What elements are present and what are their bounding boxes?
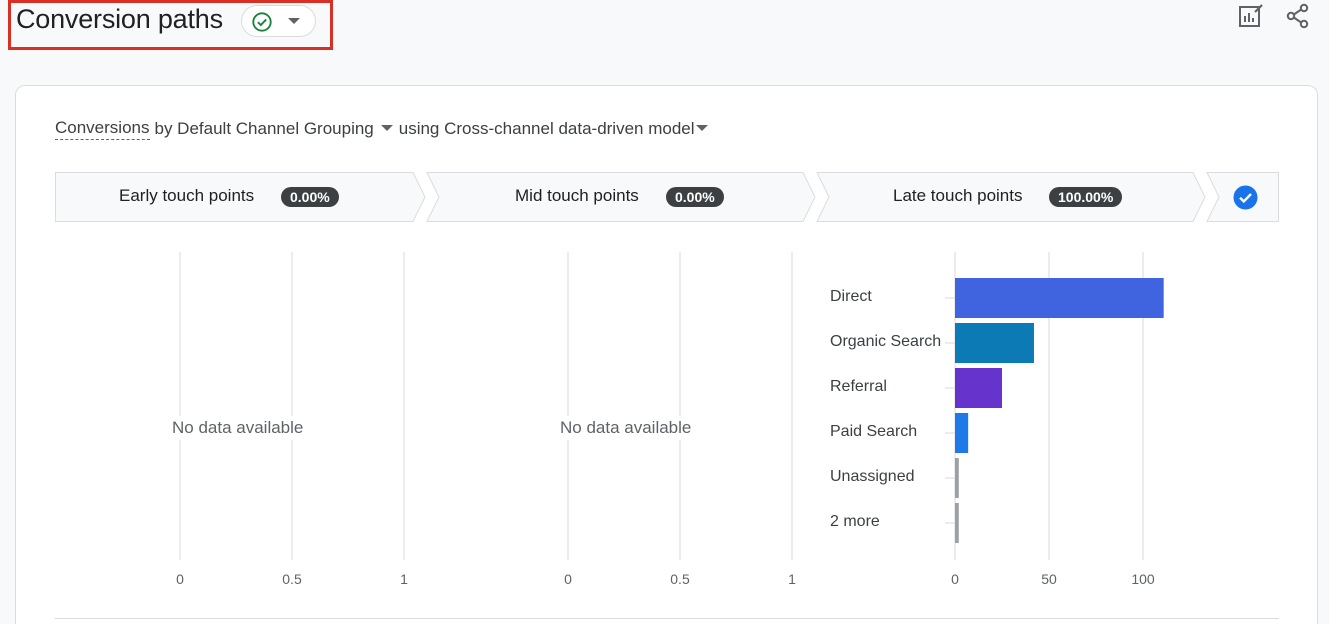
stage-mid-badge: 0.00% (666, 187, 724, 207)
bar-paid-search[interactable] (955, 413, 969, 453)
x-tick-label: 100 (1131, 571, 1155, 587)
page-header: Conversion paths (0, 0, 1329, 60)
bar-label: 2 more (830, 513, 880, 530)
divider (55, 618, 1279, 619)
dimension-selector[interactable]: by Default Channel Grouping (154, 119, 374, 138)
stage-late-shape (816, 172, 1206, 222)
x-tick-label: 0 (564, 571, 572, 587)
touch-point-stages: Early touch points 0.00% Mid touch point… (55, 172, 1279, 222)
x-tick-label: 0 (176, 571, 184, 587)
stage-late-label[interactable]: Late touch points (893, 186, 1023, 205)
model-selector[interactable]: using Cross-channel data-driven model (398, 119, 695, 138)
x-tick-label: 0.5 (282, 571, 302, 587)
early-no-data: No data available (166, 416, 310, 440)
x-tick-label: 0 (951, 571, 959, 587)
stage-ribbon (55, 172, 1279, 222)
bar-label: Direct (830, 288, 872, 305)
model-dropdown-icon[interactable] (695, 125, 708, 131)
x-tick-label: 1 (788, 571, 796, 587)
bar-2-more[interactable] (955, 503, 959, 543)
stage-mid-label[interactable]: Mid touch points (515, 186, 639, 205)
bar-label: Referral (830, 378, 887, 395)
check-circle-filled-icon[interactable] (1233, 185, 1258, 210)
charts-area: No data available No data available 0 0.5… (0, 240, 1329, 600)
metric-selector[interactable]: Conversions (55, 118, 150, 140)
bar-label: Paid Search (830, 423, 918, 440)
bar-organic-search[interactable] (955, 323, 1034, 363)
highlight-box (8, 0, 333, 50)
stage-late-badge: 100.00% (1049, 187, 1123, 207)
page-title: Conversion paths (16, 4, 223, 34)
bar-label: Unassigned (830, 468, 915, 485)
bar-referral[interactable] (955, 368, 1002, 408)
stage-mid-shape (426, 172, 816, 222)
x-tick-label: 0.5 (670, 571, 690, 587)
stage-early-badge: 0.00% (281, 187, 339, 207)
x-tick-label: 1 (400, 571, 408, 587)
charts-svg (179, 252, 1164, 560)
stage-early-shape (55, 172, 426, 222)
dimension-dropdown-icon[interactable] (380, 125, 393, 131)
chart-subtitle: Conversions by Default Channel Grouping … (55, 118, 708, 140)
status-chip[interactable] (241, 5, 316, 37)
customize-report-icon[interactable] (1238, 3, 1264, 29)
bar-unassigned[interactable] (955, 458, 959, 498)
bar-label: Organic Search (830, 333, 942, 350)
stage-early-label[interactable]: Early touch points (119, 186, 255, 205)
chevron-down-icon (288, 18, 300, 24)
x-tick-label: 50 (1041, 571, 1057, 587)
share-icon[interactable] (1285, 3, 1311, 29)
mid-no-data: No data available (554, 416, 698, 440)
bar-direct[interactable] (955, 278, 1164, 318)
check-circle-icon (252, 12, 272, 32)
